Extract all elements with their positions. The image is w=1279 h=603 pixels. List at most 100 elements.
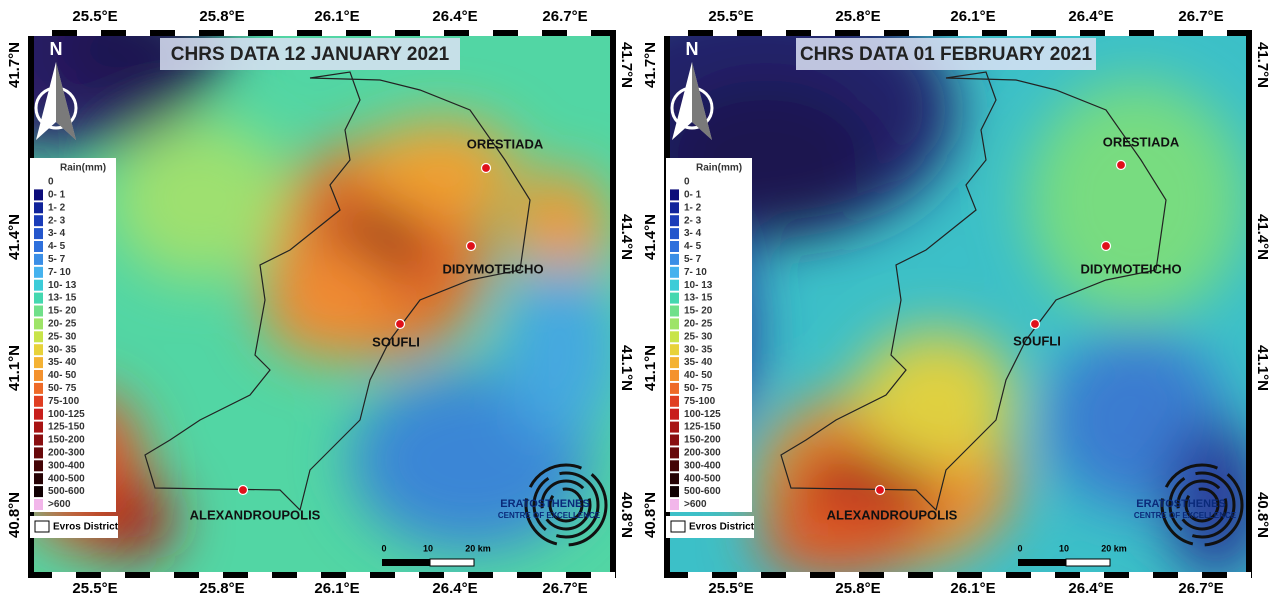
- lon-label: 25.8°E: [835, 8, 880, 25]
- district-label: Evros District: [53, 522, 119, 533]
- frame-tick: [1080, 572, 1104, 578]
- frame-tick: [664, 30, 688, 36]
- place-marker: [874, 484, 886, 496]
- place-marker: [1100, 240, 1112, 252]
- lat-label: 41.1°N: [642, 345, 659, 391]
- legend-swatch: [670, 473, 679, 485]
- frame-tick: [737, 572, 761, 578]
- frame-tick: [860, 30, 884, 36]
- lat-label: 41.1°N: [618, 345, 635, 391]
- rain-field: [670, 36, 1246, 572]
- frame-tick: [1203, 30, 1227, 36]
- lon-label: 26.1°E: [314, 580, 359, 597]
- north-arrow-shade: [56, 62, 76, 140]
- legend-item: 4- 5: [48, 241, 66, 252]
- map-title: CHRS DATA 01 FEBRUARY 2021: [800, 44, 1093, 65]
- lon-label: 25.5°E: [72, 580, 117, 597]
- logo-name: ERATOSTHENES: [500, 498, 589, 510]
- place-label: ORESTIADA: [467, 136, 544, 151]
- legend-item: 150-200: [684, 435, 721, 446]
- place-marker: [1115, 159, 1127, 171]
- legend-item: 0: [48, 177, 54, 188]
- frame-tick: [395, 572, 419, 578]
- place-marker: [1029, 318, 1041, 330]
- legend-swatch: [34, 176, 43, 188]
- lon-label: 25.8°E: [835, 580, 880, 597]
- legend-swatch: [670, 266, 679, 278]
- legend-swatch: [670, 318, 679, 330]
- place-label: ALEXANDROUPOLIS: [827, 507, 958, 522]
- legend-swatch: [670, 421, 679, 433]
- scale-bar: [1065, 558, 1111, 567]
- legend-item: 3- 4: [684, 228, 702, 239]
- frame-tick: [346, 572, 370, 578]
- legend-item: >600: [684, 499, 707, 510]
- frame-tick: [248, 572, 272, 578]
- legend-swatch: [34, 473, 43, 485]
- place-label: ALEXANDROUPOLIS: [190, 507, 321, 522]
- legend-item: 0- 1: [684, 190, 702, 201]
- frame-tick: [444, 572, 468, 578]
- lon-label: 26.7°E: [1178, 580, 1223, 597]
- north-label: N: [50, 39, 63, 59]
- lon-label: 26.7°E: [542, 8, 587, 25]
- legend-item: 7- 10: [48, 267, 71, 278]
- rain-area: [110, 120, 290, 280]
- frame-tick: [28, 30, 52, 36]
- logo-ring: [532, 471, 600, 539]
- legend-item: 7- 10: [684, 267, 707, 278]
- legend-item: 2- 3: [48, 215, 66, 226]
- title-box: [796, 38, 1096, 70]
- scale-label: 0: [381, 543, 386, 553]
- legend-swatch: [670, 434, 679, 446]
- frame-tick: [493, 572, 517, 578]
- logo-sub: CENTRE OF EXCELLENCE: [498, 511, 601, 520]
- logo-ring: [1184, 487, 1220, 523]
- legend-item: 400-500: [684, 473, 721, 484]
- scale-label: 10: [1059, 543, 1069, 553]
- district-boundary: [780, 71, 1167, 512]
- frame-tick: [958, 30, 982, 36]
- legend-swatch: [34, 408, 43, 420]
- logo-ring: [1176, 479, 1228, 531]
- lon-label: 26.4°E: [432, 580, 477, 597]
- place-marker: [394, 318, 406, 330]
- lat-label: 41.1°N: [6, 345, 23, 391]
- lat-label: 41.4°N: [618, 214, 635, 260]
- legend-swatch: [34, 305, 43, 317]
- legend-item: 300-400: [48, 460, 85, 471]
- north-arrow-shade: [692, 62, 712, 140]
- frame-tick: [591, 572, 615, 578]
- legend-item: 20- 25: [684, 319, 713, 330]
- frame-tick: [322, 30, 346, 36]
- legend-item: 150-200: [48, 435, 85, 446]
- district-box: [666, 516, 754, 538]
- place-label: ORESTIADA: [1103, 134, 1180, 149]
- legend-swatch: [670, 344, 679, 356]
- lat-label: 41.7°N: [618, 42, 635, 88]
- legend-swatch: [34, 253, 43, 265]
- legend-item: 35- 40: [684, 357, 713, 368]
- frame-tick: [786, 572, 810, 578]
- lat-label: 41.4°N: [1254, 214, 1271, 260]
- lat-label: 41.4°N: [642, 214, 659, 260]
- legend-item: 13- 15: [684, 293, 713, 304]
- legend-item: 15- 20: [48, 306, 77, 317]
- legend-item: 5- 7: [684, 254, 702, 265]
- legend-swatch: [34, 344, 43, 356]
- legend-swatch: [34, 318, 43, 330]
- district-box: [30, 516, 118, 538]
- legend-item: 2- 3: [684, 215, 702, 226]
- legend-item: 30- 35: [684, 344, 713, 355]
- legend-item: 13- 15: [48, 293, 77, 304]
- legend-item: 40- 50: [48, 370, 77, 381]
- frame-tick: [77, 30, 101, 36]
- legend-swatch: [670, 395, 679, 407]
- legend-swatch: [34, 382, 43, 394]
- logo-name: ERATOSTHENES: [1136, 498, 1225, 510]
- rain-blobs: [34, 36, 610, 560]
- legend-item: 10- 13: [48, 280, 77, 291]
- legend-item: 200-300: [48, 448, 85, 459]
- legend-item: 30- 35: [48, 344, 77, 355]
